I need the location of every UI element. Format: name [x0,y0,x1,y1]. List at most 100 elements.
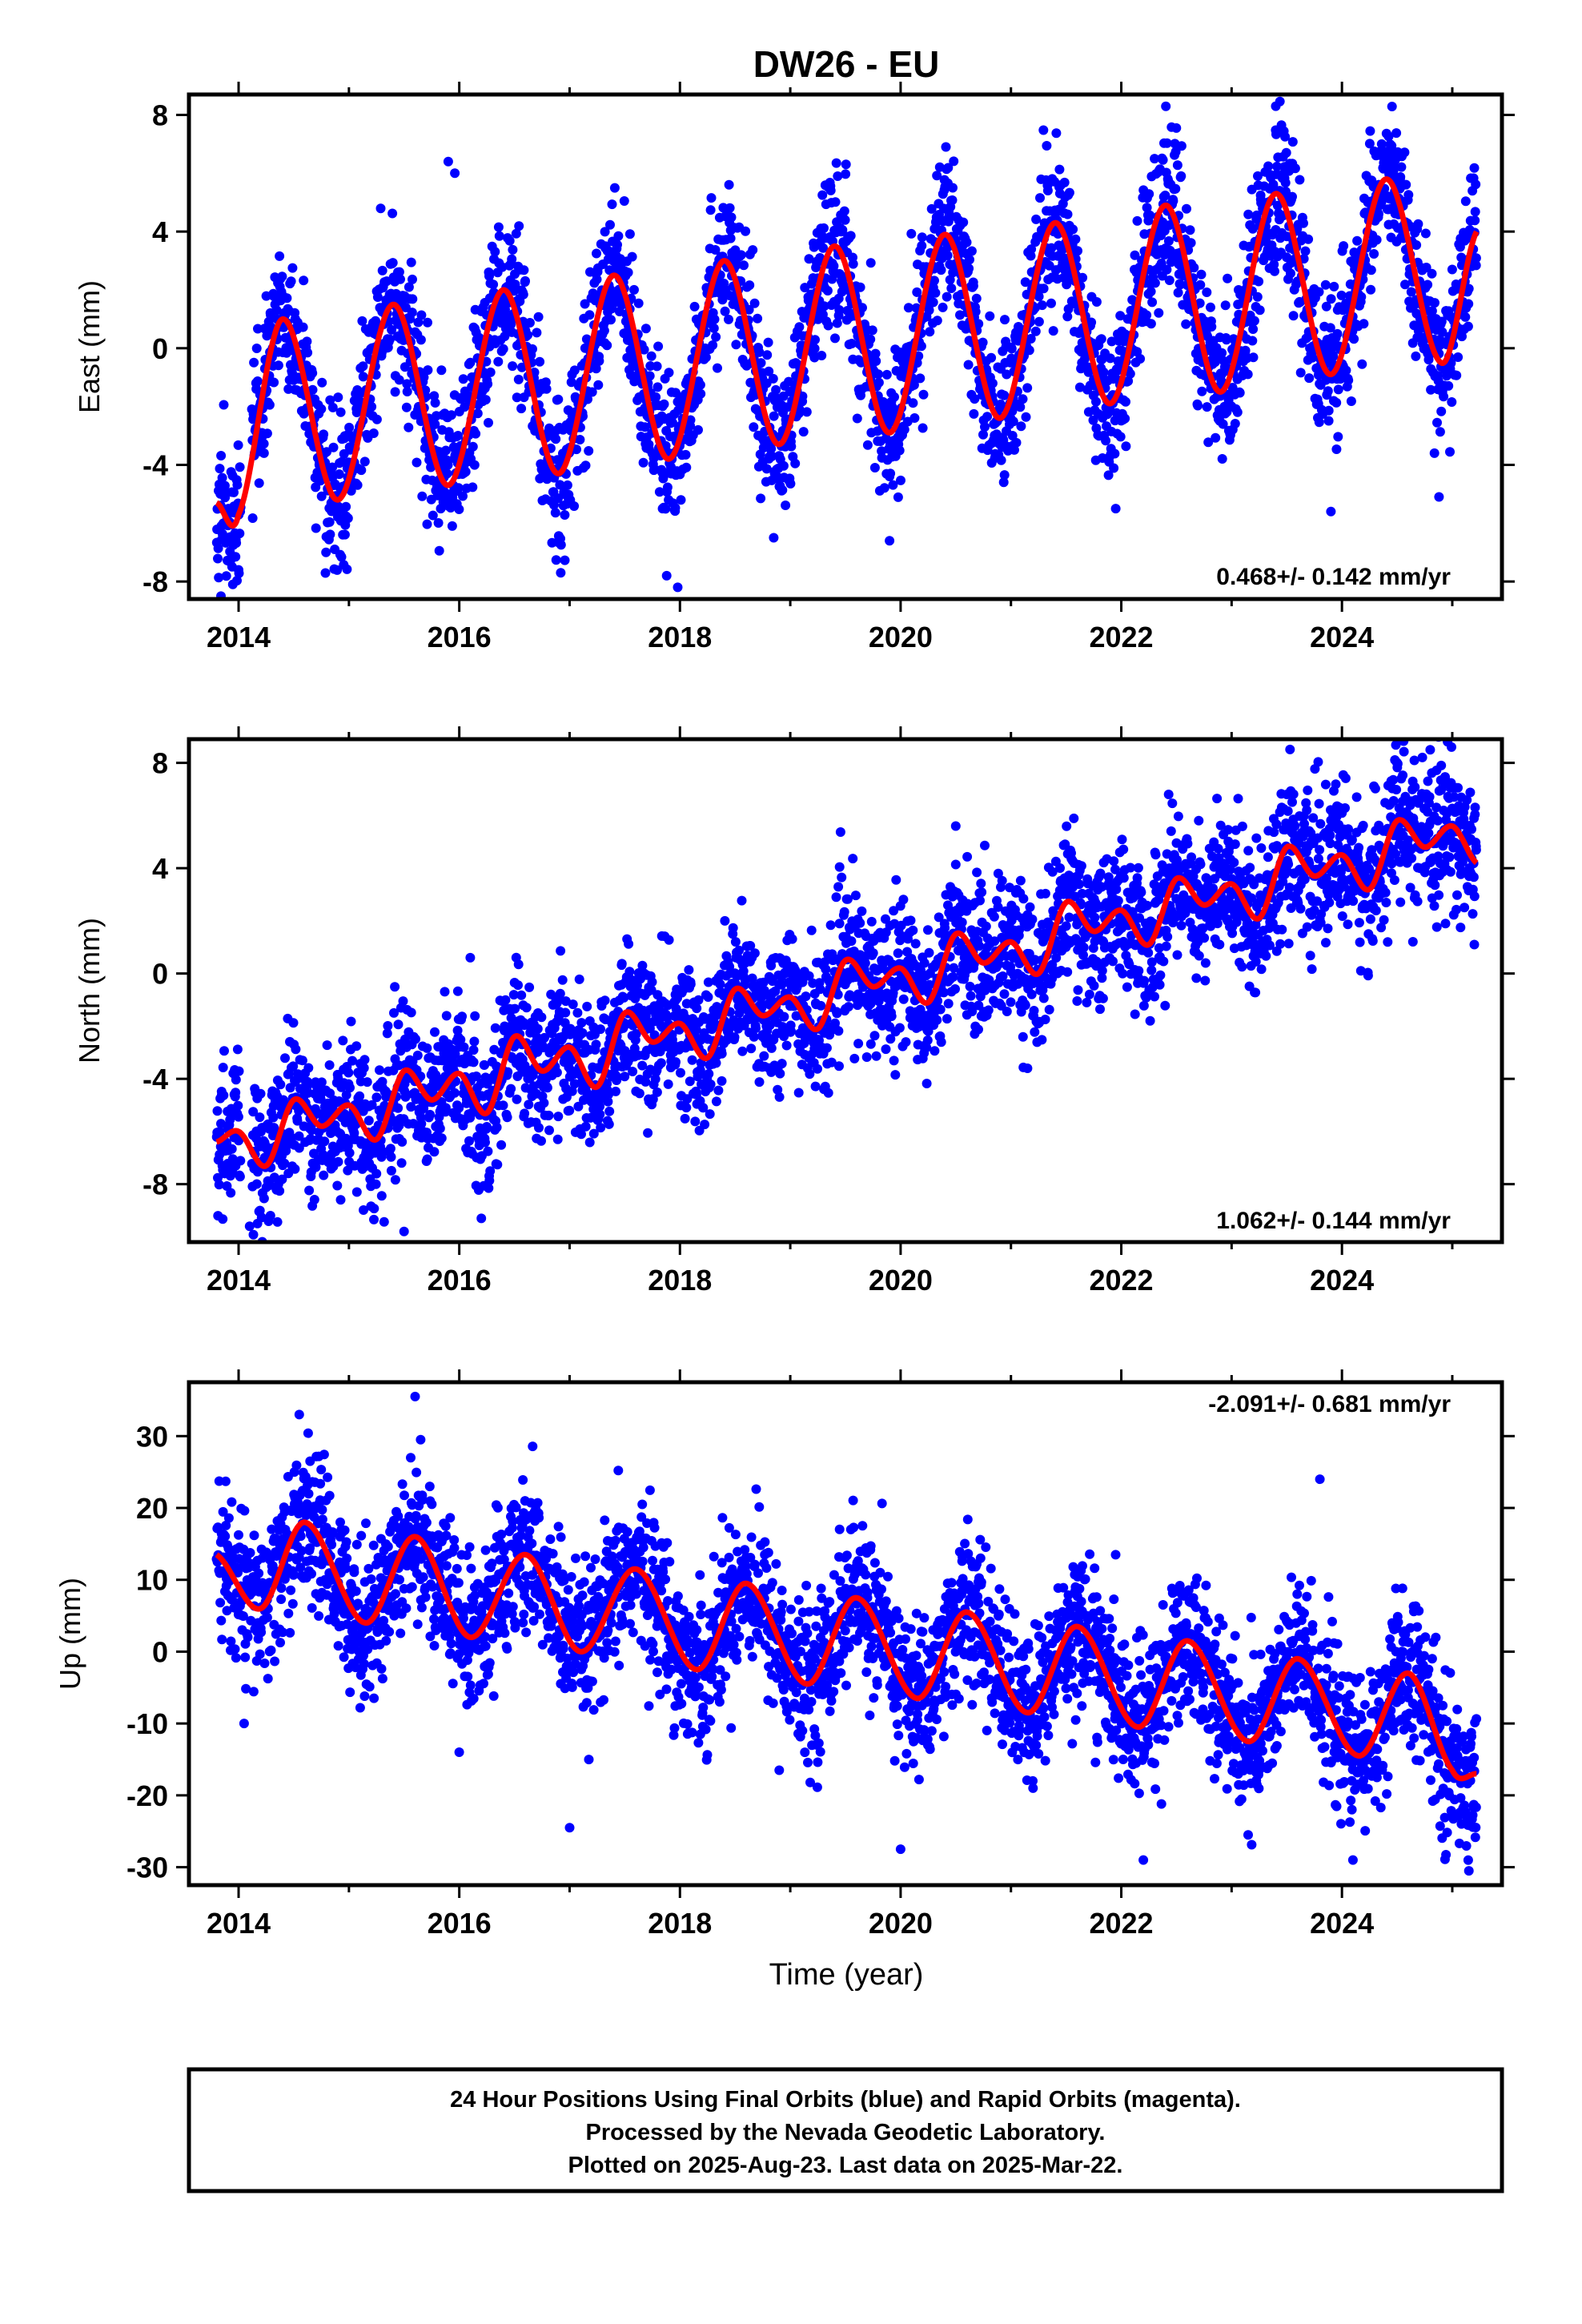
data-point [1035,193,1045,203]
data-point [659,399,669,409]
data-point [385,1144,396,1154]
data-point [1255,305,1265,316]
data-point [605,219,615,230]
data-point [1142,203,1152,213]
data-point [556,540,566,550]
data-point [600,227,610,237]
y-tick-label: 0 [152,332,168,365]
data-point [452,986,463,996]
data-point [912,287,922,297]
data-point [888,480,898,490]
data-point [1400,279,1410,290]
data-point [1034,316,1044,327]
data-point [1314,417,1324,428]
data-point [604,1119,614,1129]
data-point [942,243,953,253]
data-point [963,360,974,370]
data-point [254,478,264,489]
data-point [1147,297,1158,308]
data-point [307,384,318,395]
data-point [1387,141,1397,151]
data-point [1142,310,1152,320]
data-point [341,501,351,512]
data-point [524,1100,534,1110]
data-point [402,379,412,389]
data-point [468,441,478,452]
data-point [584,1137,595,1148]
data-point [428,510,438,521]
data-point [1016,421,1026,432]
data-point [1021,412,1031,422]
data-point [423,317,432,328]
data-point [498,344,508,354]
data-point [1164,275,1174,285]
data-point [287,263,298,273]
data-point [830,333,840,344]
data-point [1391,128,1402,139]
data-point [624,939,634,949]
data-point [441,1011,452,1021]
data-point [460,402,470,412]
data-point [518,289,528,300]
data-point [309,1195,319,1204]
data-point [376,1191,387,1201]
data-point [371,1179,381,1189]
data-point [429,1147,440,1157]
data-point [219,1046,229,1056]
data-point [1469,163,1480,173]
data-point [930,287,941,298]
data-point [212,1106,223,1116]
data-point [396,274,405,284]
data-point [695,380,705,390]
data-point [759,1051,769,1061]
data-point [870,348,881,359]
data-point [556,946,566,956]
data-point [1011,437,1022,448]
data-point [1079,354,1090,364]
data-point [483,379,493,389]
data-point [404,282,414,292]
data-point [358,372,368,382]
data-point [710,245,721,255]
data-point [333,1156,343,1167]
data-point [1464,299,1474,309]
data-point [771,384,781,395]
data-point [516,990,527,1000]
data-point [764,366,774,376]
data-point [700,1120,710,1130]
data-point [319,429,329,440]
data-point [1436,406,1447,416]
data-point [390,387,400,397]
data-point [433,518,444,528]
data-point [1314,287,1324,297]
data-point [947,195,958,205]
data-point [385,334,395,344]
data-point [325,529,335,540]
data-point [1083,367,1094,377]
data-point [469,460,480,470]
data-point [620,1072,630,1082]
data-point [1387,102,1397,111]
data-point [339,529,350,540]
data-point [436,1133,447,1144]
data-point [396,1158,407,1168]
data-point [1195,298,1205,308]
data-point [1015,402,1026,412]
data-point [368,428,379,438]
data-point [363,1116,374,1126]
data-point [511,228,521,239]
data-point [319,1170,329,1180]
data-point [394,267,404,277]
data-point [708,340,718,350]
data-point [535,356,545,367]
data-point [1172,160,1182,171]
data-point [693,424,703,435]
data-point [493,356,504,367]
data-point [277,271,287,282]
data-point [1103,470,1114,480]
data-point [1154,308,1164,318]
data-point [1328,352,1339,362]
data-point [899,424,909,435]
data-point [829,261,839,271]
data-point [1096,334,1106,344]
